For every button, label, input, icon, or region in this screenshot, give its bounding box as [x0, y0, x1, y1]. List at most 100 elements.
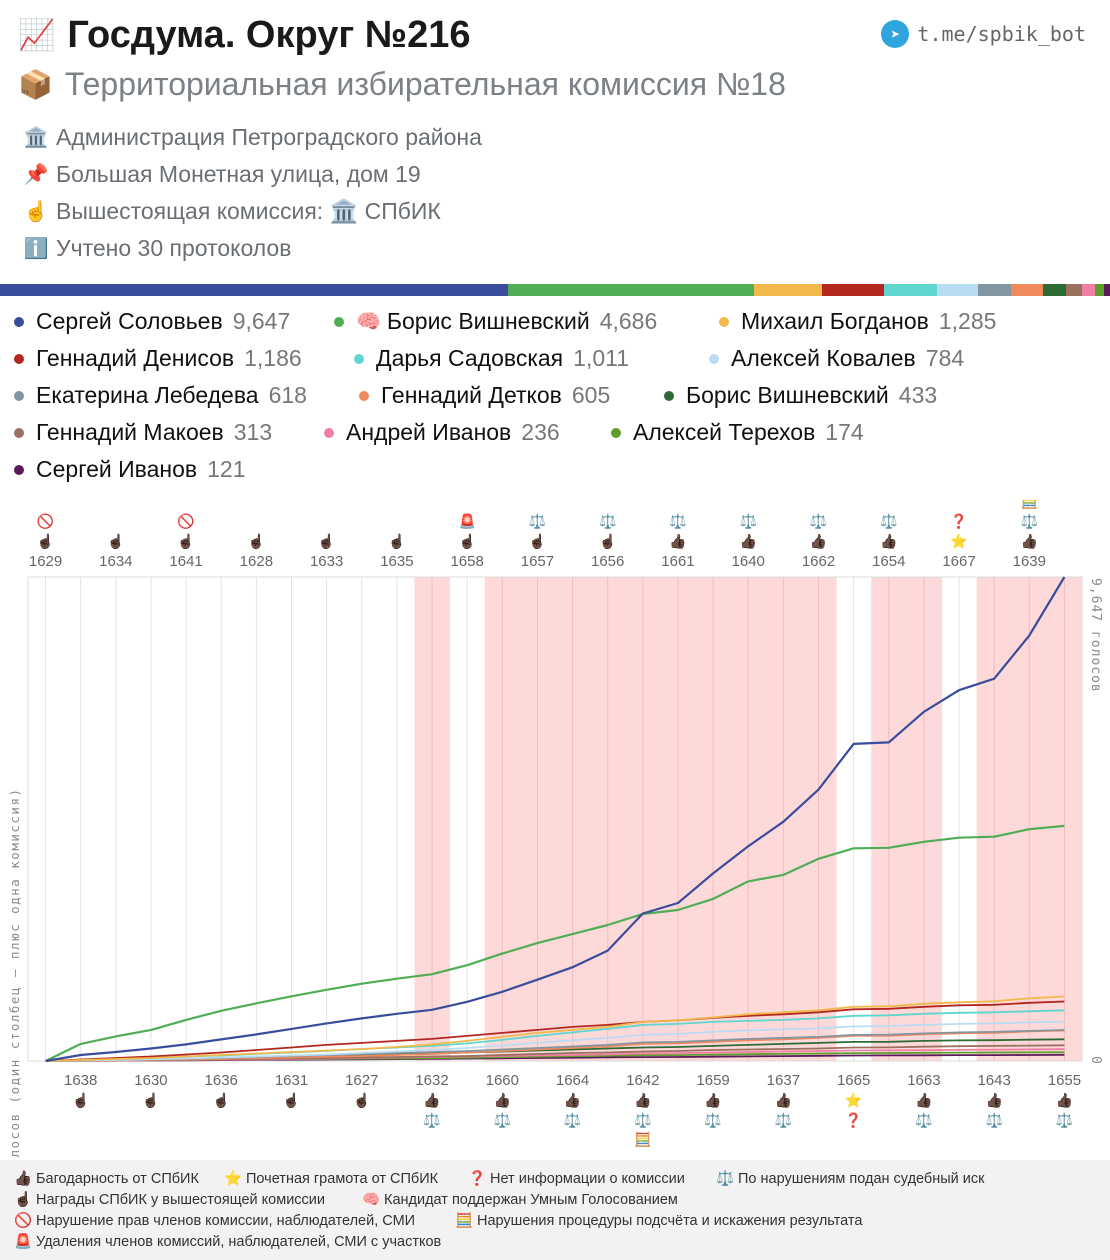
badge-icon: ☝🏿 — [213, 1091, 230, 1109]
badge-icon: 🧮 — [634, 1131, 651, 1148]
x-tick-label: 1663 — [907, 1072, 940, 1089]
thumbs-up-icon: 👍🏿 — [14, 1171, 33, 1187]
legend-votes: 313 — [233, 419, 273, 445]
badge-icon: ⭐ — [950, 533, 967, 549]
legend-dot — [664, 390, 674, 401]
series-line — [45, 824, 1065, 1062]
series-lines — [45, 576, 1066, 1063]
x-tick-label: 1633 — [310, 553, 343, 570]
legend-item: Геннадий Денисов 1,186 — [14, 345, 302, 372]
badge-icon: ⚖️ — [810, 513, 827, 530]
legend-dot — [14, 464, 24, 475]
x-tick-label: 1642 — [626, 1072, 659, 1089]
brain-icon: 🧠 — [356, 311, 381, 333]
legend-dot — [334, 316, 344, 327]
x-top-labels: 1629 1634 1641 1628 1633 1635 1658 1657 1656 1661… — [29, 553, 1046, 570]
x-tick-label: 1659 — [696, 1072, 729, 1089]
footer-text: Нет информации о комиссии — [490, 1171, 685, 1187]
x-tick-label: 1640 — [732, 553, 765, 570]
telegram-link[interactable]: ➤ t.me/spbik_bot — [881, 20, 1086, 48]
bottom-badges: ☝🏿 ☝🏿 ☝🏿 ☝🏿 ☝🏿 👍🏿 ⚖️ 👍🏿 ⚖️ 👍🏿 ⚖️ 👍🏿 ⚖️ 🧮 👍🏿 ⚖️ 👍🏿 ⚖️ ⭐ ❓ 👍🏿 ⚖… — [72, 1091, 1073, 1148]
badge-icon: ⚖️ — [423, 1112, 440, 1129]
legend-dot — [324, 427, 334, 438]
legend-item: Борис Вишневский 433 — [664, 382, 937, 409]
share-segment — [1011, 284, 1043, 296]
badge-icon: 👍🏿 — [634, 1092, 651, 1109]
legend-name: Геннадий Макоев — [36, 419, 224, 445]
legend-name: Сергей Иванов — [36, 456, 198, 482]
badge-icon: ☝🏿 — [107, 532, 124, 550]
x-tick-label: 1629 — [29, 553, 62, 570]
x-tick-label: 1636 — [205, 1072, 238, 1089]
legend-name: Екатерина Лебедева — [36, 382, 259, 408]
x-tick-label: 1627 — [345, 1072, 378, 1089]
share-segment — [821, 284, 885, 296]
share-segment — [884, 284, 938, 296]
x-bottom-labels: 1638 1630 1636 1631 1627 1632 1660 1664 1642 1659… — [64, 1072, 1081, 1089]
badge-icon: ❓ — [950, 513, 967, 530]
series-line — [45, 1000, 1065, 1062]
badge-icon: ☝🏿 — [248, 532, 265, 550]
brain-icon: 🧠 — [362, 1192, 381, 1208]
info-icon: ℹ️ — [23, 238, 49, 260]
legend-dot — [611, 427, 621, 438]
footer-text: Нарушения процедуры подсчёта и искажения… — [477, 1213, 863, 1229]
badge-icon: 🚨 — [458, 513, 475, 530]
legend-votes: 1,186 — [244, 345, 302, 371]
page-title: Госдума. Округ №216 — [67, 14, 471, 56]
info-text: Большая Монетная улица, дом 19 — [56, 161, 421, 187]
badge-icon: ☝🏿 — [318, 532, 335, 550]
legend-dot — [14, 427, 24, 438]
footer-item: ⚖️ По нарушениям подан судебный иск — [716, 1170, 985, 1187]
footer-item: ⭐ Почетная грамота от СПбИК — [224, 1170, 438, 1187]
share-segment — [1082, 284, 1095, 296]
chart-increasing-icon: 📈 — [18, 19, 56, 52]
badge-icon: ⚖️ — [1021, 513, 1038, 530]
badge-icon: ⚖️ — [915, 1112, 932, 1129]
info-text: Учтено 30 протоколов — [56, 235, 292, 261]
legend-name: Михаил Богданов — [741, 308, 929, 334]
footer-item: ☝🏿 Награды СПбИК у вышестоящей комиссии — [14, 1191, 325, 1208]
legend-votes: 121 — [207, 456, 246, 482]
info-text: Администрация Петроградского района — [56, 124, 482, 150]
footer-item: 🧠 Кандидат поддержан Умным Голосованием — [362, 1191, 678, 1208]
footer-text: Почетная грамота от СПбИК — [246, 1171, 439, 1187]
legend-dot — [354, 353, 364, 364]
badge-icon: ☝🏿 — [142, 1091, 159, 1109]
star-icon: ⭐ — [224, 1171, 243, 1187]
footer-item: ❓ Нет информации о комиссии — [468, 1170, 685, 1187]
series-line — [45, 576, 1066, 1063]
footer-text: Награды СПбИК у вышестоящей комиссии — [36, 1192, 326, 1208]
chart: 🚫 ☝🏿 ☝🏿 🚫 ☝🏿 ☝🏿 ☝🏿 ☝🏿 🚨 ☝🏿 ⚖️ ☝🏿 ⚖️ ☝🏿 ⚖️ 👍🏿 ⚖️ 👍🏿 ⚖️ 👍🏿 ⚖️ 👍… — [7, 500, 1103, 1160]
right-label-top: 9,647 голосов — [1088, 578, 1103, 693]
footer-item: 🚫 Нарушение прав членов комиссии, наблюда… — [14, 1212, 415, 1229]
x-tick-label: 1638 — [64, 1072, 97, 1089]
badge-icon: ⚖️ — [494, 1112, 511, 1129]
share-segment — [754, 284, 822, 296]
legend-item: Сергей Соловьев 9,647 — [14, 308, 290, 335]
pushpin-icon: 📌 — [23, 164, 49, 186]
right-label-bottom: 0 — [1088, 1056, 1103, 1064]
legend-dot — [359, 390, 369, 401]
badge-icon: ☝🏿 — [177, 532, 194, 550]
x-tick-label: 1637 — [767, 1072, 800, 1089]
badge-icon: ⭐ — [845, 1092, 862, 1108]
legend-item: Екатерина Лебедева 618 — [14, 382, 307, 409]
legend-dot — [14, 316, 24, 327]
footer-item: 👍🏿 Багодарность от СПбИК — [14, 1170, 199, 1187]
legend-dot — [14, 390, 24, 401]
badge-icon: ⚖️ — [634, 1112, 651, 1129]
telegram-handle[interactable]: t.me/spbik_bot — [917, 22, 1086, 46]
x-tick-label: 1654 — [872, 553, 905, 570]
legend-item: Алексей Терехов 174 — [611, 419, 864, 446]
legend-dot — [14, 353, 24, 364]
badge-icon: ⚖️ — [564, 1112, 581, 1129]
legend-item: Алексей Ковалев 784 — [709, 345, 964, 372]
badge-icon: ⚖️ — [599, 513, 616, 530]
x-tick-label: 1658 — [450, 553, 483, 570]
legend-votes: 174 — [825, 419, 864, 445]
badge-icon: 👍🏿 — [1056, 1092, 1073, 1109]
grid — [28, 577, 1082, 1062]
x-tick-label: 1656 — [591, 553, 624, 570]
page-subtitle: Территориальная избирательная комиссия №… — [64, 66, 786, 102]
